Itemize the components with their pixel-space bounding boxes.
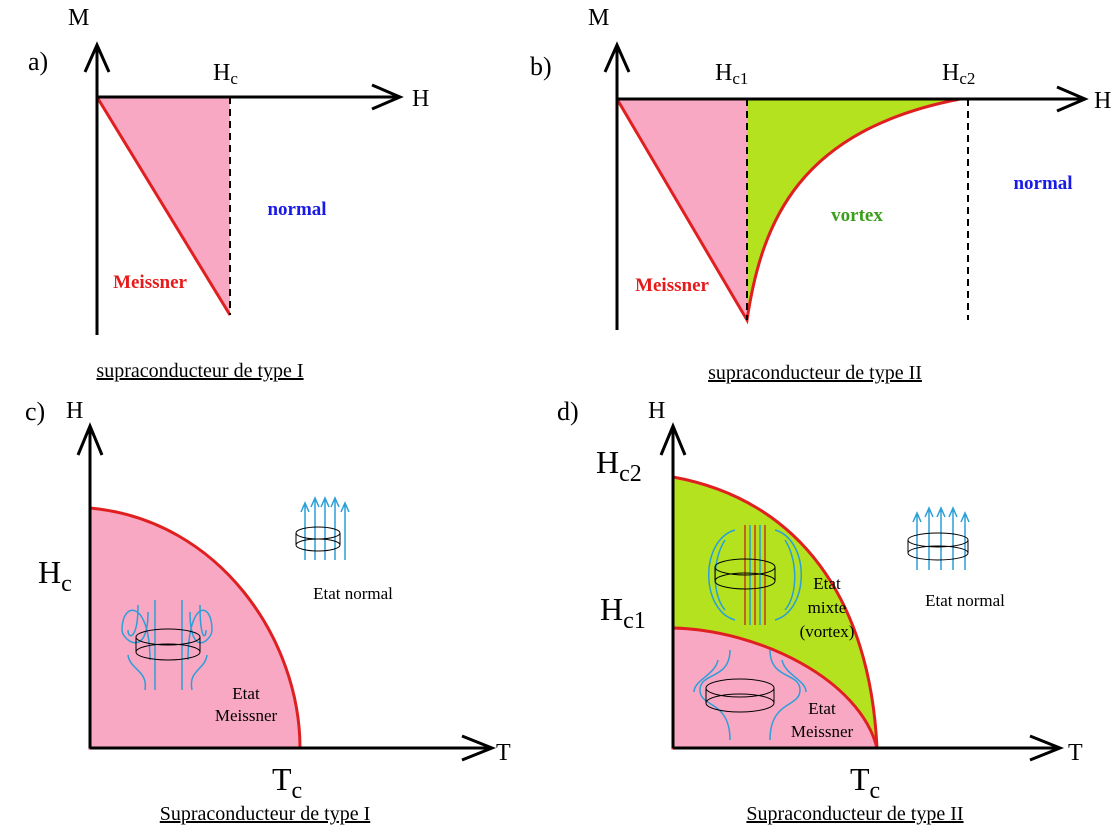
shape (912, 506, 970, 570)
y-axis-label: M (588, 5, 609, 31)
region-label: Meissner (113, 272, 187, 293)
label-part: c2 (619, 461, 642, 487)
label-part: H (596, 444, 619, 480)
region-label: normal (1013, 173, 1072, 194)
label-part: c (230, 69, 238, 88)
normal-icon (907, 506, 970, 570)
label-part: T (272, 761, 292, 797)
panel-label: c) (25, 397, 45, 426)
hc1-label: Hc1 (715, 60, 748, 88)
x-axis-label: H (412, 86, 429, 112)
meissner-region (88, 506, 302, 750)
hc-label: Hc (213, 60, 238, 88)
axes (76, 422, 497, 762)
label-part: H (38, 554, 61, 590)
region-label: Etat normal (925, 591, 1005, 610)
region-label: Meissner (791, 722, 854, 741)
vortex-icon (708, 525, 802, 625)
tc-label: Tc (272, 761, 302, 804)
axes (83, 41, 404, 335)
hc2-label: Hc2 (596, 444, 642, 487)
label-part: c (61, 571, 72, 597)
axes (603, 41, 1089, 330)
normal-icon (295, 496, 350, 560)
region-label: Etat (232, 684, 260, 703)
superconductor-icon (121, 600, 213, 691)
hc-label: Hc (38, 554, 72, 597)
label-part: c1 (623, 608, 646, 634)
panel-c: c) H T Hc Tc Etat normal Etat Meissner S… (25, 397, 511, 825)
caption: Supraconducteur de type I (160, 803, 370, 825)
panel-label: d) (557, 397, 579, 426)
y-axis-label: H (66, 398, 83, 424)
shape (300, 496, 350, 560)
x-axis-label: T (496, 740, 511, 766)
panel-d: d) H T Hc2 Hc1 Tc Etat mixte (vortex) Et… (557, 397, 1083, 825)
meissner-region (671, 626, 879, 750)
tc-label: Tc (850, 761, 880, 804)
y-axis-label: M (68, 5, 89, 31)
label-part: c (292, 778, 303, 804)
label-part: c (870, 778, 881, 804)
magnetization-curve (615, 97, 961, 325)
region-label: Etat normal (313, 584, 393, 603)
region-label: (vortex) (800, 622, 855, 641)
label-part: c2 (959, 69, 975, 88)
panel-label: a) (28, 47, 48, 76)
label-part: H (942, 60, 959, 86)
caption: supraconducteur de type I (96, 360, 303, 382)
vortex-region (747, 99, 960, 320)
hc1-label: Hc1 (600, 591, 646, 634)
panel-a: a) M H Hc normal Meissner supraconducteu… (28, 5, 429, 382)
region-label: normal (267, 199, 326, 220)
panel-b: b) M H Hc1 Hc2 vortex normal Meissner su… (530, 5, 1111, 384)
y-axis-label: H (648, 398, 665, 424)
axes (659, 422, 1065, 762)
shape (693, 649, 807, 741)
x-axis-label: H (1094, 88, 1111, 114)
caption: supraconducteur de type II (708, 362, 922, 384)
region-label: vortex (831, 205, 883, 226)
label-part: H (213, 60, 230, 86)
region-label: Meissner (635, 275, 709, 296)
region-label: Etat (813, 574, 841, 593)
panel-label: b) (530, 52, 552, 81)
label-part: H (715, 60, 732, 86)
region-label: mixte (808, 598, 847, 617)
region-label: Etat (808, 699, 836, 718)
hc2-label: Hc2 (942, 60, 975, 88)
caption: Supraconducteur de type II (746, 803, 963, 825)
magnetization-curve (95, 96, 232, 316)
label-part: T (850, 761, 870, 797)
x-axis-label: T (1068, 740, 1083, 766)
region-label: Meissner (215, 706, 278, 725)
meissner-icon (693, 649, 807, 741)
shape (295, 526, 341, 540)
label-part: c1 (732, 69, 748, 88)
label-part: H (600, 591, 623, 627)
shape (295, 538, 341, 552)
